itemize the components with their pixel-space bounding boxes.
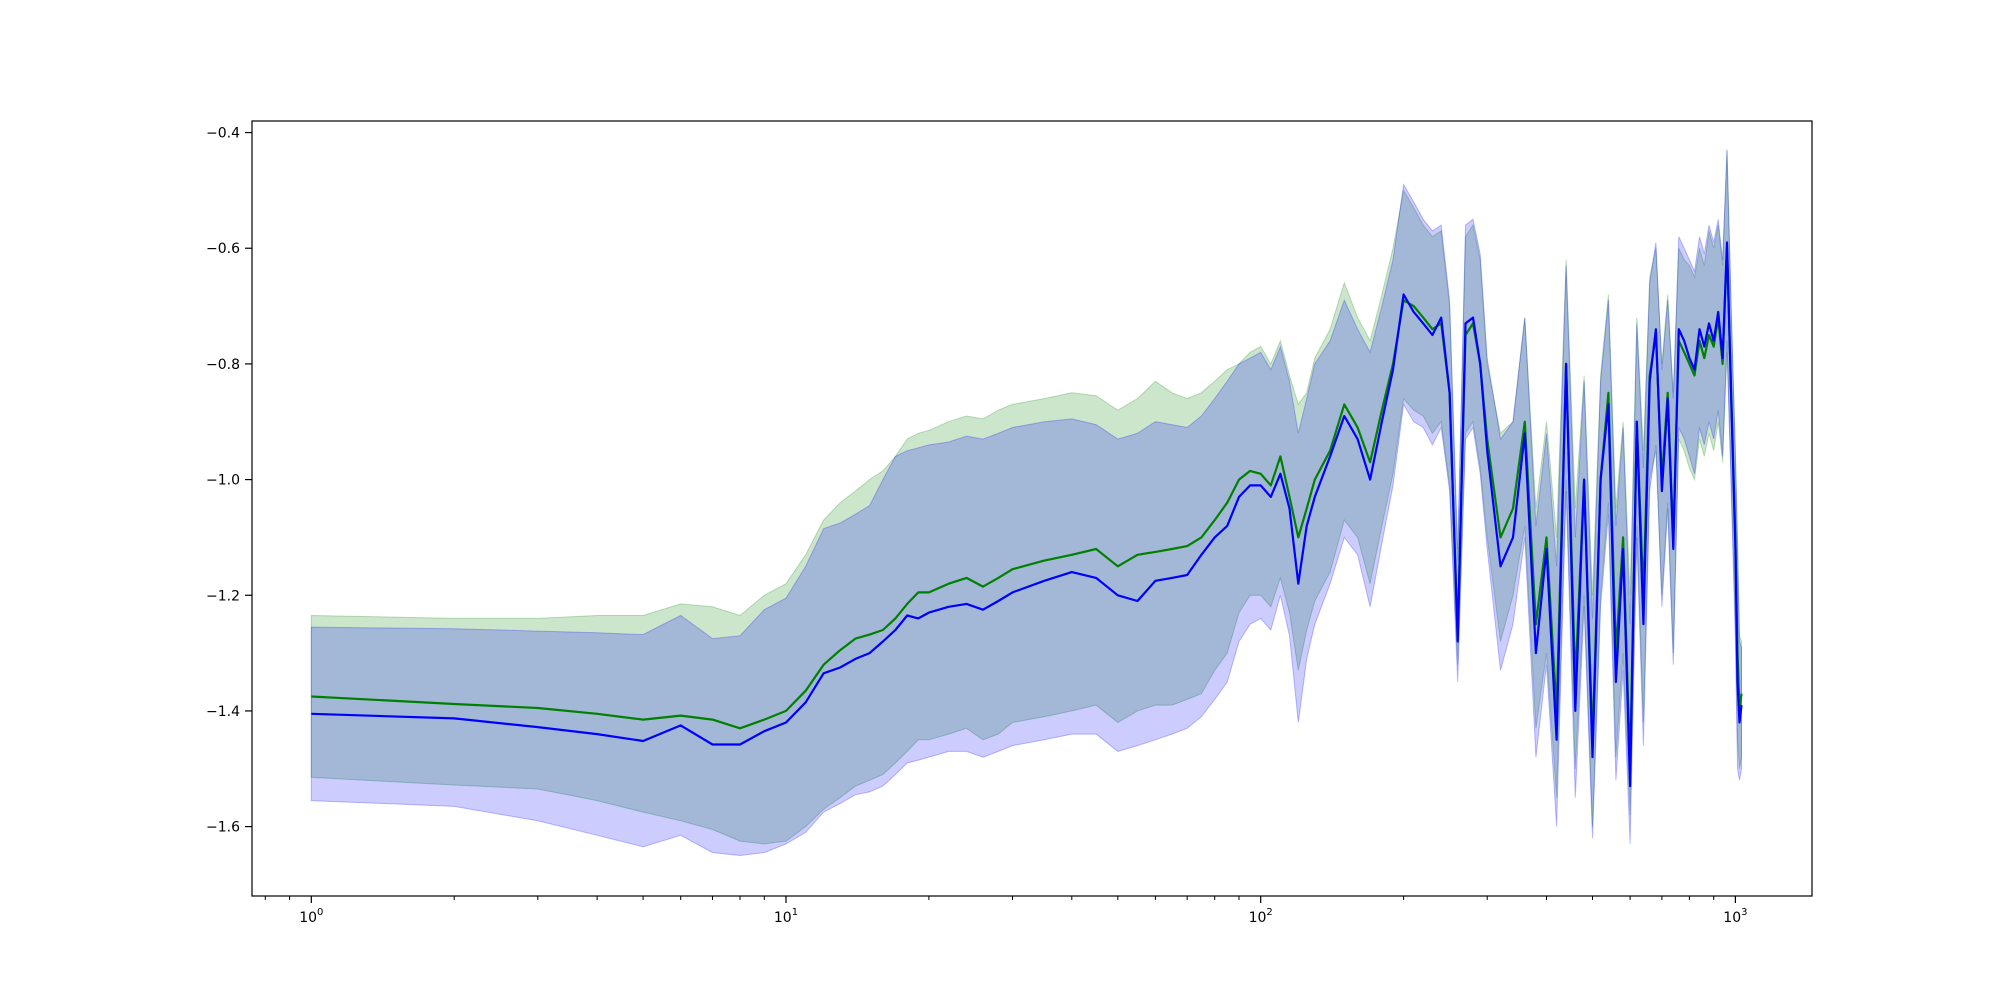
x-tick-label: 101 xyxy=(774,907,798,926)
y-tick-label: −1.6 xyxy=(206,820,240,836)
y-tick-label: −0.6 xyxy=(206,241,240,257)
x-tick-label: 102 xyxy=(1249,907,1273,926)
y-tick-label: −1.2 xyxy=(206,588,240,604)
confidence-bands xyxy=(310,149,1742,857)
y-tick-label: −1.0 xyxy=(206,473,240,489)
series-2-band xyxy=(310,149,1742,857)
y-tick-label: −0.8 xyxy=(206,357,240,373)
y-axis: −1.6 −1.4 −1.2 −1.0 −0.8 −0.6 −0.4 xyxy=(206,126,252,836)
x-tick-label: 100 xyxy=(299,907,323,926)
series-2-line xyxy=(311,241,1743,788)
plot-area-frame xyxy=(251,120,1813,897)
y-tick-label: −1.4 xyxy=(206,704,240,720)
x-axis: 100 101 102 103 xyxy=(264,896,1748,926)
y-tick-label: −0.4 xyxy=(206,126,240,142)
series-lines xyxy=(311,241,1743,788)
x-tick-label: 103 xyxy=(1723,907,1747,926)
series-1-band xyxy=(310,149,1742,845)
